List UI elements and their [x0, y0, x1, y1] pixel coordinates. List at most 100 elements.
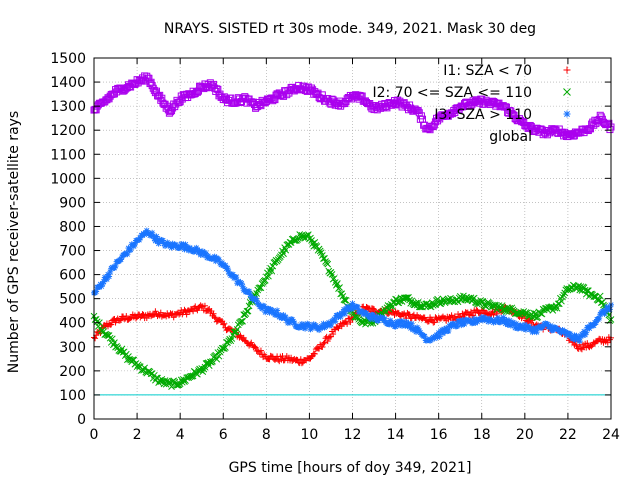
data-point-2 [238, 317, 245, 325]
marker-stroke [206, 358, 214, 366]
marker-stroke [182, 241, 189, 248]
data-point-2 [180, 376, 187, 383]
data-point-2 [355, 315, 363, 323]
data-point-2 [315, 245, 323, 253]
marker-stroke [233, 274, 239, 280]
marker-stroke [144, 228, 150, 234]
marker-stroke [274, 307, 280, 314]
marker-stroke [405, 294, 412, 301]
marker-stroke [347, 304, 353, 310]
data-point-2 [232, 328, 240, 335]
marker-stroke [238, 280, 245, 286]
data-point-2 [304, 231, 312, 238]
data-point-2 [508, 304, 516, 312]
data-point-2 [388, 303, 396, 311]
marker-stroke [299, 321, 305, 327]
data-points [90, 72, 615, 390]
marker-stroke [132, 360, 140, 367]
marker-stroke [560, 291, 567, 299]
data-point-1 [183, 311, 190, 318]
marker-stroke [355, 315, 363, 323]
data-point-2 [209, 357, 216, 365]
marker-stroke [538, 310, 546, 318]
data-point-2 [498, 302, 506, 309]
marker-stroke [558, 297, 565, 305]
data-point-2 [560, 291, 567, 299]
marker-stroke [106, 273, 112, 280]
data-point-2 [213, 355, 221, 363]
marker-stroke [330, 275, 338, 282]
marker-stroke [324, 260, 332, 268]
data-point-1 [431, 319, 438, 326]
marker-stroke [219, 344, 227, 352]
data-point-2 [558, 297, 565, 305]
marker-stroke [581, 286, 589, 294]
marker-stroke [318, 252, 326, 259]
data-point-1 [190, 308, 197, 315]
marker-stroke [257, 284, 265, 292]
marker-stroke [417, 303, 424, 311]
data-point-1 [137, 314, 144, 321]
data-point-1 [320, 340, 327, 347]
marker-stroke [520, 308, 528, 315]
data-point-2 [330, 275, 338, 282]
marker-stroke [342, 296, 350, 304]
marker-stroke [331, 279, 339, 286]
marker-stroke [291, 320, 297, 326]
data-point-2 [206, 358, 214, 366]
marker-stroke [114, 344, 122, 352]
data-point-2 [320, 255, 327, 262]
marker-stroke [577, 283, 585, 290]
data-point-2 [292, 237, 299, 244]
marker-stroke [559, 293, 566, 301]
marker-stroke [403, 294, 410, 302]
marker-stroke [265, 272, 272, 280]
data-point-1 [133, 315, 140, 322]
marker-stroke [321, 255, 328, 262]
data-point-2 [201, 363, 209, 371]
marker-stroke [244, 307, 252, 315]
marker-stroke [349, 300, 356, 307]
data-point-1 [139, 311, 146, 318]
data-point-1 [467, 308, 474, 315]
data-point-2 [403, 294, 410, 302]
marker-stroke [292, 237, 299, 244]
data-point-1 [490, 311, 497, 318]
marker-stroke [205, 362, 213, 370]
marker-stroke [233, 326, 241, 333]
marker-stroke [219, 260, 225, 266]
marker-stroke [355, 304, 361, 310]
marker-stroke [235, 278, 241, 284]
data-point-2 [168, 383, 175, 390]
marker-stroke [583, 287, 591, 294]
marker-stroke [141, 364, 148, 372]
marker-stroke [311, 239, 319, 246]
marker-stroke [239, 317, 246, 325]
data-point-2 [262, 273, 270, 281]
data-point-2 [324, 260, 332, 268]
data-point-1 [584, 340, 591, 347]
data-point-1 [424, 318, 431, 325]
marker-stroke [553, 304, 561, 312]
marker-stroke [332, 318, 338, 324]
data-point-2 [417, 303, 424, 311]
data-point-2 [265, 272, 272, 280]
marker-stroke [167, 379, 174, 386]
marker-stroke [512, 310, 520, 317]
marker-stroke [388, 303, 396, 311]
marker-stroke [149, 230, 155, 236]
data-point-2 [559, 293, 566, 301]
data-point-2 [93, 318, 101, 326]
marker-stroke [230, 271, 236, 278]
marker-stroke [200, 365, 208, 373]
series-2 [90, 231, 615, 390]
marker-stroke [171, 378, 179, 386]
marker-stroke [310, 242, 318, 250]
marker-stroke [492, 302, 500, 309]
data-point-1 [152, 308, 159, 315]
marker-stroke [341, 296, 349, 304]
data-point-2 [587, 290, 594, 298]
data-point-1 [604, 339, 611, 346]
marker-stroke [585, 287, 592, 294]
marker-stroke [454, 298, 462, 306]
